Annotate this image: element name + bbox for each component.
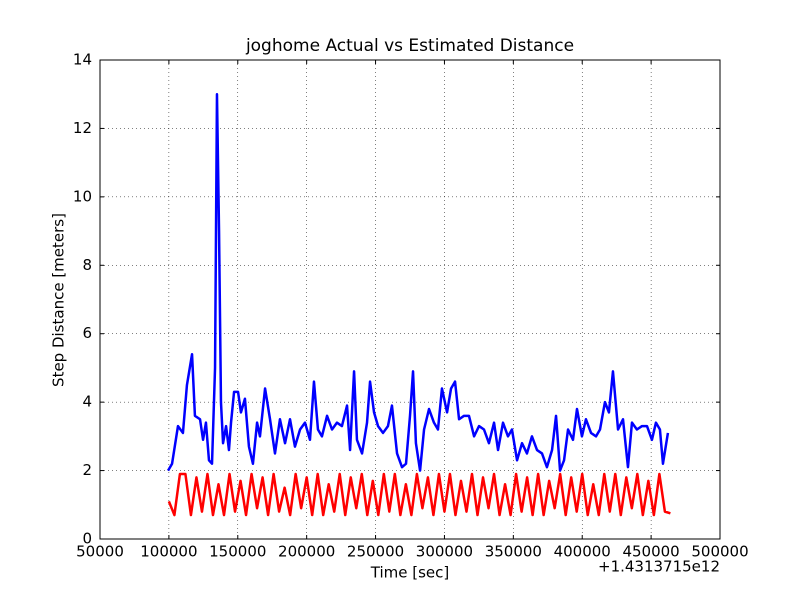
x-tick-label: 500000: [691, 543, 748, 561]
y-tick-label: 10: [73, 187, 92, 205]
y-tick-label: 4: [82, 393, 92, 411]
data-line: [167, 472, 671, 517]
y-tick-label: 8: [82, 256, 92, 274]
x-offset-label: +1.4313715e12: [598, 558, 720, 576]
x-tick-label: 400000: [554, 543, 611, 561]
x-tick-label: 450000: [622, 543, 679, 561]
x-tick-label: 250000: [347, 543, 404, 561]
plot-frame: [99, 59, 721, 540]
y-tick-label: 6: [82, 324, 92, 342]
y-axis-label: Step Distance [meters]: [50, 213, 68, 387]
y-tick-label: 12: [73, 119, 92, 137]
x-axis-label: Time [sec]: [370, 564, 449, 582]
x-tick-label: 50000: [76, 543, 124, 561]
y-tick-label: 2: [82, 461, 92, 479]
y-tick-label: 0: [82, 530, 92, 548]
data-line: [166, 92, 670, 472]
x-tick-label: 300000: [416, 543, 473, 561]
x-tick-label: 150000: [209, 543, 266, 561]
chart-title: joghome Actual vs Estimated Distance: [245, 36, 574, 56]
x-tick-label: 100000: [140, 543, 197, 561]
x-tick-label: 200000: [278, 543, 335, 561]
x-tick-label: 350000: [485, 543, 542, 561]
y-tick-label: 14: [73, 51, 92, 69]
